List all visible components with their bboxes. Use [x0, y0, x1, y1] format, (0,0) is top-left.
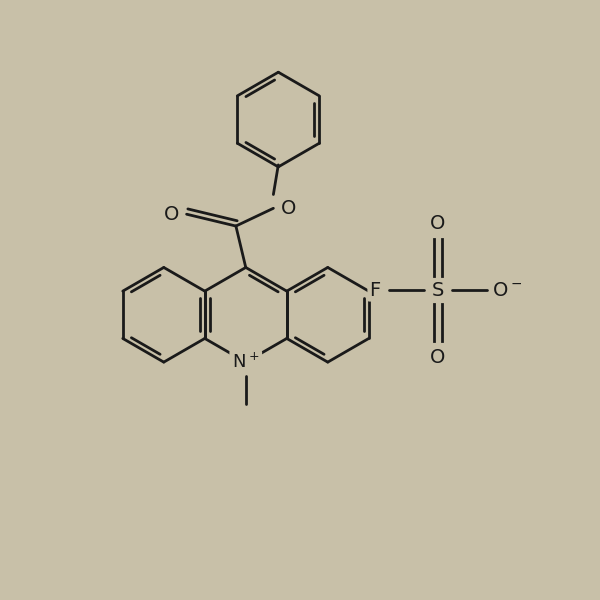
- Text: O: O: [430, 347, 446, 367]
- Text: O: O: [164, 205, 179, 224]
- Text: N$^+$: N$^+$: [232, 352, 259, 372]
- Text: F: F: [370, 281, 380, 299]
- Text: S: S: [432, 281, 444, 299]
- Text: O: O: [430, 214, 446, 233]
- Text: O: O: [280, 199, 296, 218]
- Text: O$^-$: O$^-$: [492, 281, 522, 299]
